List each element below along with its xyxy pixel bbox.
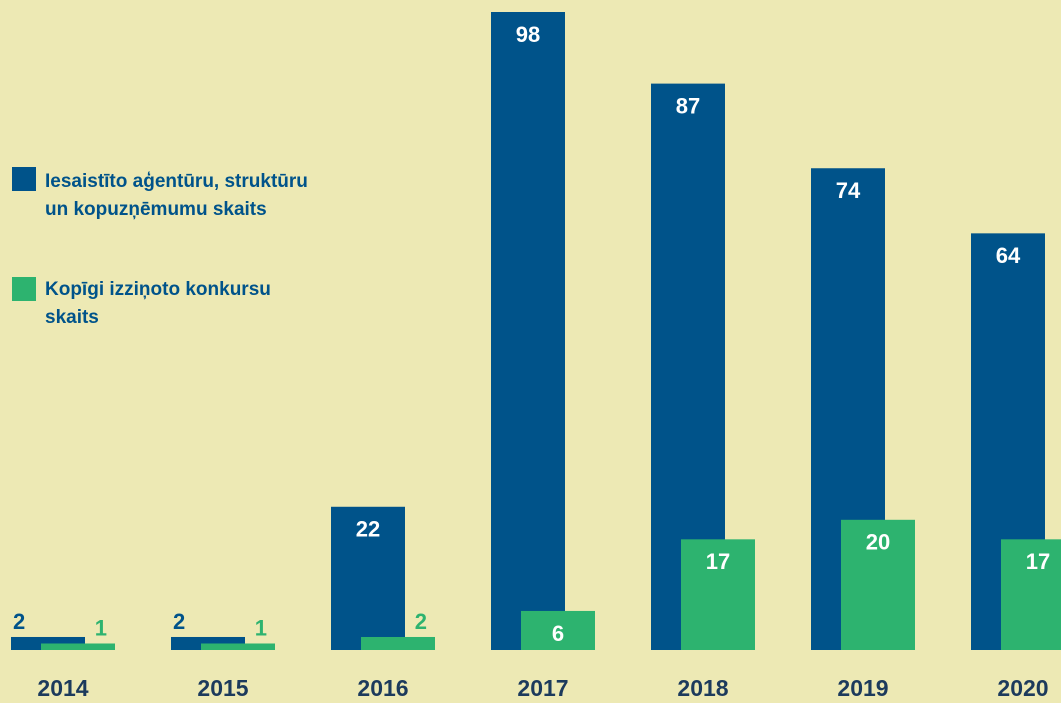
- data-label: 22: [356, 517, 380, 542]
- data-label: 2: [13, 609, 25, 634]
- bar: [1001, 539, 1061, 650]
- data-label: 17: [1026, 549, 1050, 574]
- data-label: 87: [676, 93, 700, 118]
- data-label: 17: [706, 549, 730, 574]
- bar: [681, 539, 755, 650]
- bar: [201, 643, 275, 650]
- x-tick-label: 2018: [677, 675, 728, 701]
- data-label: 1: [255, 615, 267, 640]
- bar: [331, 506, 405, 650]
- bar: [491, 12, 565, 650]
- data-label: 6: [552, 621, 564, 646]
- x-tick-label: 2019: [837, 675, 888, 701]
- legend-swatch: [12, 277, 36, 301]
- bar: [841, 519, 915, 650]
- x-tick-label: 2020: [997, 675, 1048, 701]
- legend-label: Iesaistīto aģentūru, struktūru un kopuzņ…: [45, 171, 308, 220]
- data-label: 20: [866, 530, 890, 555]
- bar: [41, 643, 115, 650]
- x-tick-label: 2017: [517, 675, 568, 701]
- legend-swatch: [12, 167, 36, 191]
- data-label: 1: [95, 615, 107, 640]
- legend-label: Kopīgi izziņoto konkursu skaits: [45, 279, 271, 328]
- data-label: 2: [173, 609, 185, 634]
- bar: [521, 610, 595, 650]
- data-label: 64: [996, 243, 1021, 268]
- data-label: 98: [516, 22, 540, 47]
- x-tick-label: 2016: [357, 675, 408, 701]
- x-tick-label: 2014: [37, 675, 88, 701]
- data-label: 2: [415, 609, 427, 634]
- data-label: 74: [836, 178, 861, 203]
- bar: [361, 636, 435, 650]
- x-tick-label: 2015: [197, 675, 248, 701]
